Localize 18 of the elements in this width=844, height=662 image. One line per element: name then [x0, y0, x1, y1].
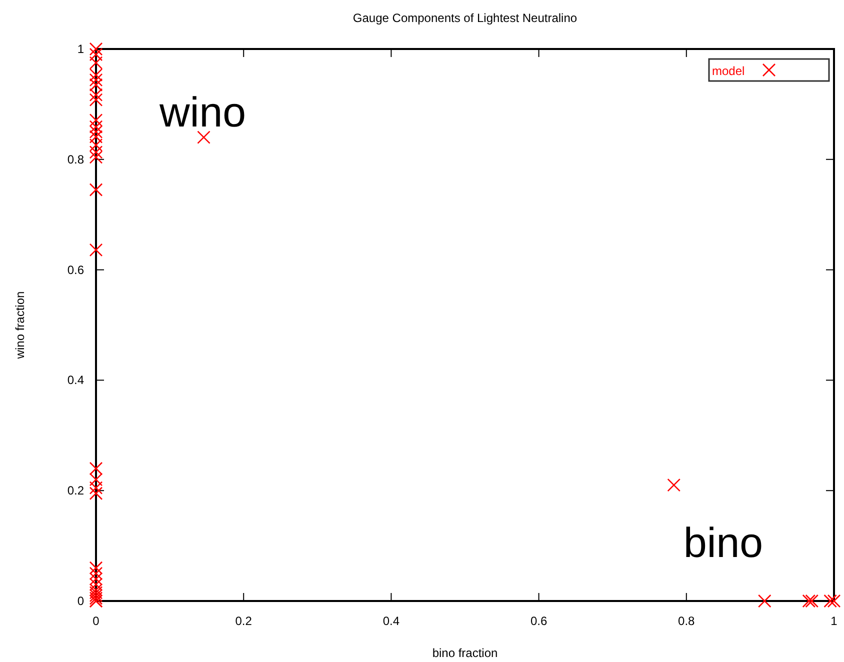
legend-label: model [712, 64, 745, 78]
y-tick-label: 0.4 [67, 373, 84, 388]
y-axis-title: wino fraction [13, 291, 27, 360]
y-tick-label: 0.2 [67, 484, 84, 498]
x-tick-label: 1 [830, 614, 838, 628]
x-tick-label: 0.8 [678, 614, 696, 628]
annotation: wino [158, 88, 246, 136]
y-tick-label: 0 [77, 594, 84, 608]
annotation: bino [684, 518, 763, 566]
x-tick-label: 0.6 [530, 614, 548, 628]
x-axis-title: bino fraction [432, 646, 498, 660]
x-tick-label: 0.2 [235, 614, 252, 628]
y-tick-label: 0.8 [67, 152, 84, 166]
y-tick-label: 1 [77, 42, 84, 56]
x-tick-label: 0.4 [382, 614, 400, 628]
x-tick-label: 0 [92, 614, 100, 628]
chart-title: Gauge Components of Lightest Neutralino [352, 11, 578, 25]
y-tick-label: 0.6 [67, 262, 84, 277]
